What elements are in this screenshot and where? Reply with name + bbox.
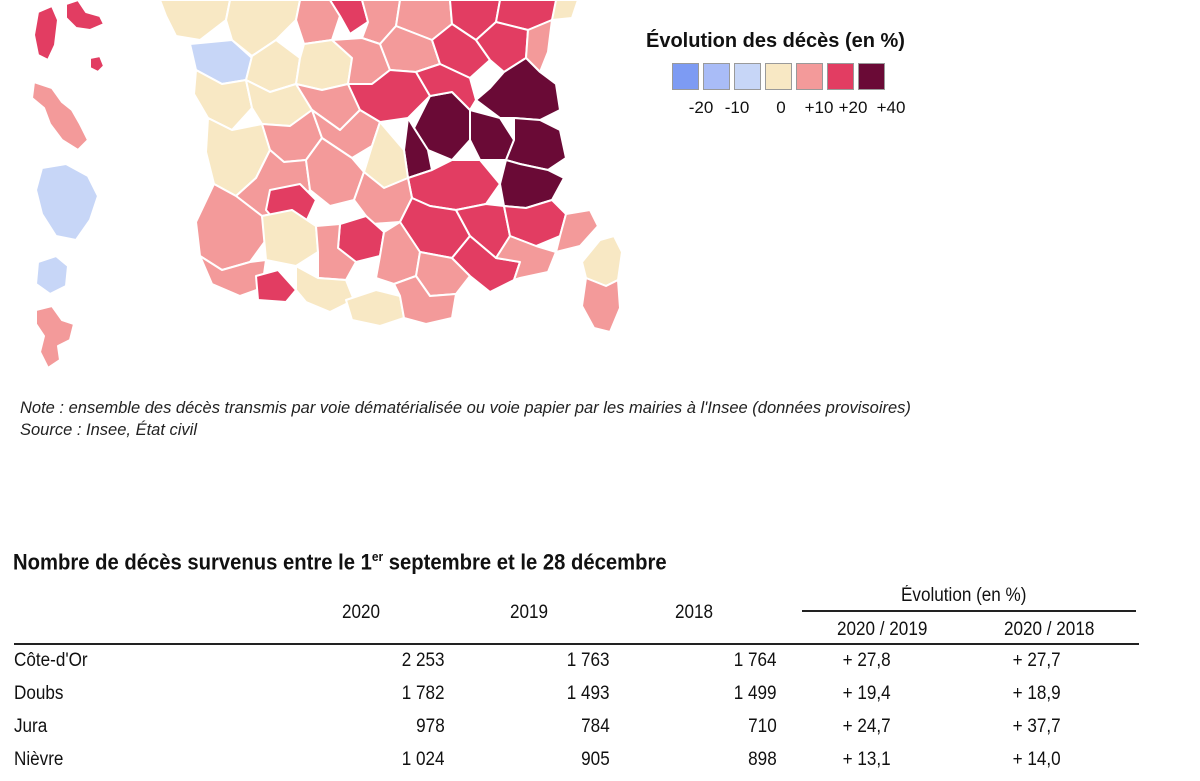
value-2019: 1 493 <box>567 683 610 704</box>
dept-name: Jura <box>14 716 48 737</box>
dept-nw1 <box>159 0 231 41</box>
value-2019: 905 <box>581 749 610 770</box>
legend-title: Évolution des décès (en %) <box>646 30 905 52</box>
guadeloupe-island <box>89 55 105 73</box>
legend-tick: +20 <box>838 98 868 117</box>
legend-swatch-5 <box>796 63 823 90</box>
col-header-2018: 2018 <box>675 602 714 623</box>
table-row: Jura 978 784 710 + 24,7 + 37,7 <box>14 716 1139 748</box>
dept-s7 <box>295 265 355 313</box>
value-2018: 1 764 <box>734 650 777 671</box>
guyane <box>35 163 99 241</box>
source-text: Source : Insee, État civil <box>20 421 197 439</box>
dept-ne4 <box>415 63 477 111</box>
map-legend: Évolution des décès (en %) -20 -10 0 +10… <box>640 30 960 120</box>
value-2019: 784 <box>581 716 610 737</box>
col-header-2020: 2020 <box>342 602 381 623</box>
value-2020: 2 253 <box>402 650 445 671</box>
value-2020: 1 024 <box>402 749 445 770</box>
legend-swatch-7 <box>858 63 885 90</box>
dept-name: Côte-d'Or <box>14 650 88 671</box>
table-row: Côte-d'Or 2 253 1 763 1 764 + 27,8 + 27,… <box>14 650 1139 682</box>
value-2018: 1 499 <box>734 683 777 704</box>
dept-name: Doubs <box>14 683 64 704</box>
evo-2018: + 37,7 <box>1012 716 1061 737</box>
value-2018: 710 <box>748 716 777 737</box>
dept-n3 <box>329 0 369 35</box>
guadeloupe <box>33 5 59 61</box>
evolution-header: Évolution (en %) <box>901 585 1027 606</box>
evo-2018: + 14,0 <box>1012 749 1061 770</box>
dept-sw6 <box>261 209 319 267</box>
martinique <box>31 81 89 151</box>
dept-s6 <box>495 235 557 281</box>
legend-tick: +10 <box>804 98 834 117</box>
dept-sw8 <box>255 269 297 303</box>
dept-n8 <box>551 0 579 21</box>
note-text: Note : ensemble des décès transmis par v… <box>20 399 911 417</box>
value-2018: 898 <box>748 749 777 770</box>
value-2019: 1 763 <box>567 650 610 671</box>
dept-corsedusud <box>581 277 621 333</box>
evo-2019: + 24,7 <box>842 716 891 737</box>
evo-2019: + 19,4 <box>842 683 891 704</box>
legend-swatches <box>672 63 960 90</box>
legend-swatch-1 <box>672 63 699 90</box>
table-title-sup: er <box>371 549 384 564</box>
legend-tick: 0 <box>776 98 786 117</box>
guadeloupe-east <box>65 0 105 31</box>
evo-2019: + 27,8 <box>842 650 891 671</box>
dept-s9 <box>393 275 457 325</box>
header-divider <box>14 643 1139 645</box>
legend-tick: -20 <box>688 98 714 117</box>
table-title: Nombre de décès survenus entre le 1er se… <box>13 549 667 575</box>
dept-w3 <box>193 69 253 131</box>
france-map <box>31 0 623 369</box>
dept-ne3 <box>525 19 553 73</box>
dept-s2 <box>315 223 357 281</box>
evolution-divider <box>802 610 1136 612</box>
legend-tick: +40 <box>876 98 906 117</box>
dept-s8 <box>345 289 405 327</box>
dept-ain <box>499 159 565 209</box>
col-header-evo-2018: 2020 / 2018 <box>1004 619 1095 640</box>
reunion <box>35 255 69 295</box>
col-header-evo-2019: 2020 / 2019 <box>837 619 928 640</box>
evo-2018: + 27,7 <box>1012 650 1061 671</box>
table-row: Doubs 1 782 1 493 1 499 + 19,4 + 18,9 <box>14 683 1139 715</box>
legend-swatch-4 <box>765 63 792 90</box>
legend-tick: -10 <box>724 98 750 117</box>
col-header-2019: 2019 <box>510 602 549 623</box>
mayotte <box>35 305 75 369</box>
note-block: Note : ensemble des décès transmis par v… <box>20 397 911 441</box>
legend-swatch-3 <box>734 63 761 90</box>
legend-ticks: -20 -10 0 +10 +20 +40 <box>640 98 960 120</box>
table-row: Nièvre 1 024 905 898 + 13,1 + 14,0 <box>14 749 1139 781</box>
value-2020: 978 <box>416 716 445 737</box>
evo-2019: + 13,1 <box>842 749 891 770</box>
legend-swatch-6 <box>827 63 854 90</box>
value-2020: 1 782 <box>402 683 445 704</box>
dept-name: Nièvre <box>14 749 64 770</box>
evo-2018: + 18,9 <box>1012 683 1061 704</box>
table-title-part2: septembre et le 28 décembre <box>383 549 667 575</box>
table-title-part1: Nombre de décès survenus entre le 1 <box>13 549 372 575</box>
dept-doubs <box>475 57 561 121</box>
legend-swatch-2 <box>703 63 730 90</box>
